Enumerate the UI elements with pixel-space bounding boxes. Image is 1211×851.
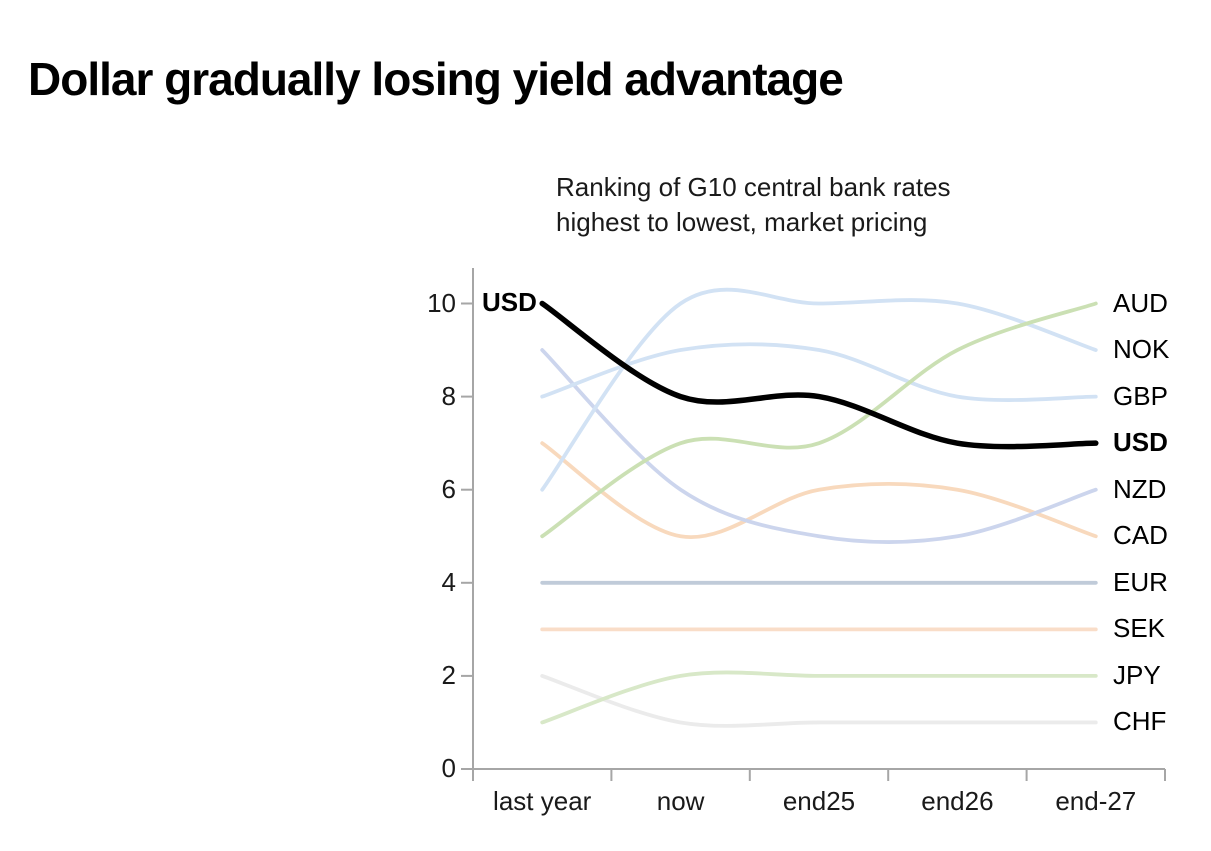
series-line-jpy	[540, 670, 1098, 725]
currency-label-cad: CAD	[1113, 520, 1168, 551]
currency-label-nzd: NZD	[1113, 473, 1167, 504]
x-axis-label-2: now	[656, 786, 705, 816]
y-tick-label-10: 10	[427, 287, 456, 318]
currency-label-gbp: GBP	[1113, 380, 1168, 411]
currency-label-eur: EUR	[1113, 566, 1168, 597]
series-line-aud	[540, 301, 1098, 539]
x-axis-label-4: end26	[921, 786, 994, 816]
series-line-chf	[540, 674, 1098, 728]
y-tick-label-6: 6	[441, 473, 456, 504]
chart-subtitle-line1: Ranking of G10 central bank rates	[556, 172, 951, 202]
x-axis-label-5: end-27	[1055, 786, 1137, 816]
currency-label-sek: SEK	[1113, 613, 1166, 644]
page-title: Dollar gradually losing yield advantage	[28, 53, 844, 105]
currency-label-usd: USD	[1113, 427, 1168, 458]
series-line-nok	[540, 287, 1098, 492]
series-line-cad	[540, 441, 1098, 540]
currency-label-nok: NOK	[1113, 334, 1170, 365]
y-tick-label-4: 4	[441, 566, 456, 597]
y-tick-label-8: 8	[441, 380, 456, 411]
y-tick-label-0: 0	[441, 753, 456, 783]
x-axis-label-1: last year	[493, 786, 592, 816]
y-tick-label-2: 2	[441, 659, 456, 690]
currency-label-chf: CHF	[1113, 706, 1167, 737]
chart-subtitle-line2: highest to lowest, market pricing	[556, 207, 928, 237]
series-line-nzd	[540, 348, 1098, 544]
series-start-label-usd: USD	[482, 286, 537, 317]
currency-label-jpy: JPY	[1113, 659, 1161, 690]
x-axis-label-3: end25	[782, 786, 856, 816]
currency-label-aud: AUD	[1113, 287, 1168, 318]
series-line-gbp	[540, 342, 1098, 402]
chart-subtitle: Ranking of G10 central bank rates highes…	[556, 170, 951, 240]
series-line-usd	[539, 300, 1099, 450]
